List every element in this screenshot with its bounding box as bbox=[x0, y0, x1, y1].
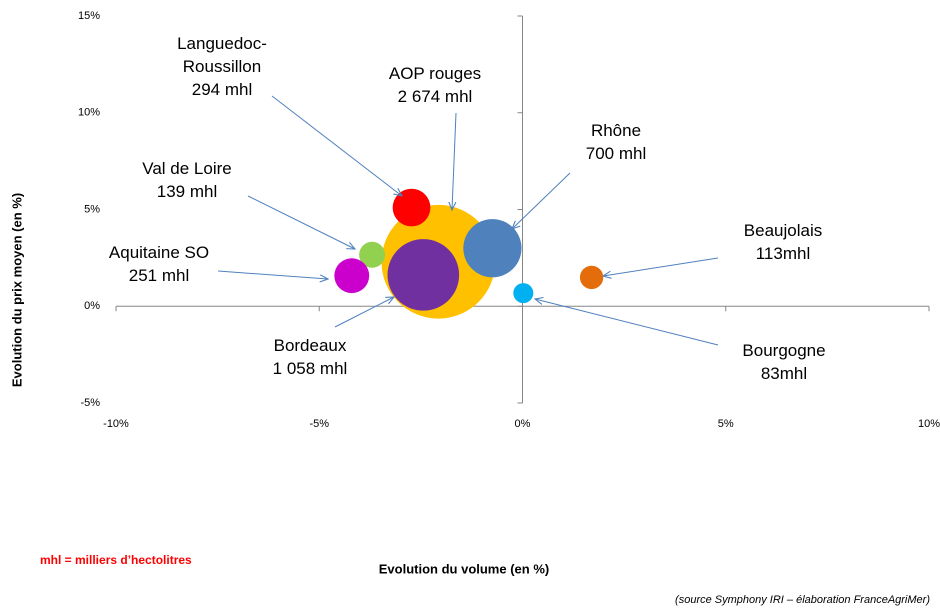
bubble-size-label: 251 mhl bbox=[128, 266, 190, 285]
bubble bbox=[334, 258, 370, 294]
source: (source Symphony IRI – élaboration Franc… bbox=[675, 594, 930, 606]
bubble-name: Bourgogne bbox=[742, 341, 826, 360]
callout-arrow bbox=[603, 257, 719, 276]
bubble-size-label: 2 674 mhl bbox=[397, 87, 473, 106]
callout-arrow bbox=[512, 172, 571, 229]
x-axis-label: Evolution du volume (en %) bbox=[379, 561, 549, 576]
callout-arrow bbox=[247, 195, 355, 249]
x-tick-label: 0% bbox=[515, 418, 531, 430]
bubble-size-label: 1 058 mhl bbox=[272, 359, 348, 378]
bubble-label: Rhône 700 mhl bbox=[586, 119, 646, 165]
callout-arrow bbox=[452, 112, 457, 210]
bubble-name: Languedoc- Roussillon bbox=[177, 34, 267, 76]
bubble-name: Val de Loire bbox=[142, 159, 232, 178]
y-tick-label: -5% bbox=[80, 397, 100, 409]
x-tick-label: 5% bbox=[718, 418, 734, 430]
y-axis-label: Evolution du prix moyen (en %) bbox=[9, 193, 24, 387]
bubble-name: Beaujolais bbox=[743, 221, 823, 240]
callout-arrow bbox=[217, 270, 328, 279]
bubble bbox=[392, 188, 431, 227]
x-tick-label: -10% bbox=[103, 418, 129, 430]
y-tick-label: 5% bbox=[84, 203, 100, 215]
bubble-name: Aquitaine SO bbox=[108, 243, 210, 262]
bubble-name: Rhône bbox=[590, 121, 642, 140]
bubble-label: Val de Loire 139 mhl bbox=[142, 157, 231, 203]
y-tick-label: 0% bbox=[84, 300, 100, 312]
bubble-label: Bordeaux 1 058 mhl bbox=[273, 334, 348, 380]
note: mhl = milliers d’hectolitres bbox=[40, 553, 192, 567]
bubble-name: AOP rouges bbox=[388, 64, 482, 83]
bubble-size-label: 139 mhl bbox=[156, 182, 218, 201]
x-tick-label: 10% bbox=[918, 418, 940, 430]
bubble-label: AOP rouges 2 674 mhl bbox=[389, 62, 481, 108]
y-tick-label: 15% bbox=[78, 10, 100, 22]
bubble-label: Languedoc- Roussillon 294 mhl bbox=[177, 32, 267, 101]
bubble-size-label: 700 mhl bbox=[585, 144, 647, 163]
bubble bbox=[463, 219, 522, 278]
callout-arrow bbox=[535, 299, 719, 346]
bubble bbox=[359, 241, 386, 268]
bubble-name: Bordeaux bbox=[273, 336, 347, 355]
callout-arrow bbox=[334, 297, 394, 328]
bubble-label: Bourgogne 83mhl bbox=[742, 339, 825, 385]
bubble-label: Aquitaine SO 251 mhl bbox=[109, 241, 209, 287]
bubble-size-label: 83mhl bbox=[760, 364, 808, 383]
bubble bbox=[513, 283, 534, 304]
bubble bbox=[387, 239, 460, 311]
bubble bbox=[579, 265, 604, 290]
bubble-size-label: 113mhl bbox=[755, 244, 811, 263]
x-tick-label: -5% bbox=[309, 418, 329, 430]
bubble-size-label: 294 mhl bbox=[191, 80, 253, 99]
callout-arrow bbox=[271, 95, 402, 196]
bubble-label: Beaujolais 113mhl bbox=[744, 219, 822, 265]
y-tick-label: 10% bbox=[78, 107, 100, 119]
